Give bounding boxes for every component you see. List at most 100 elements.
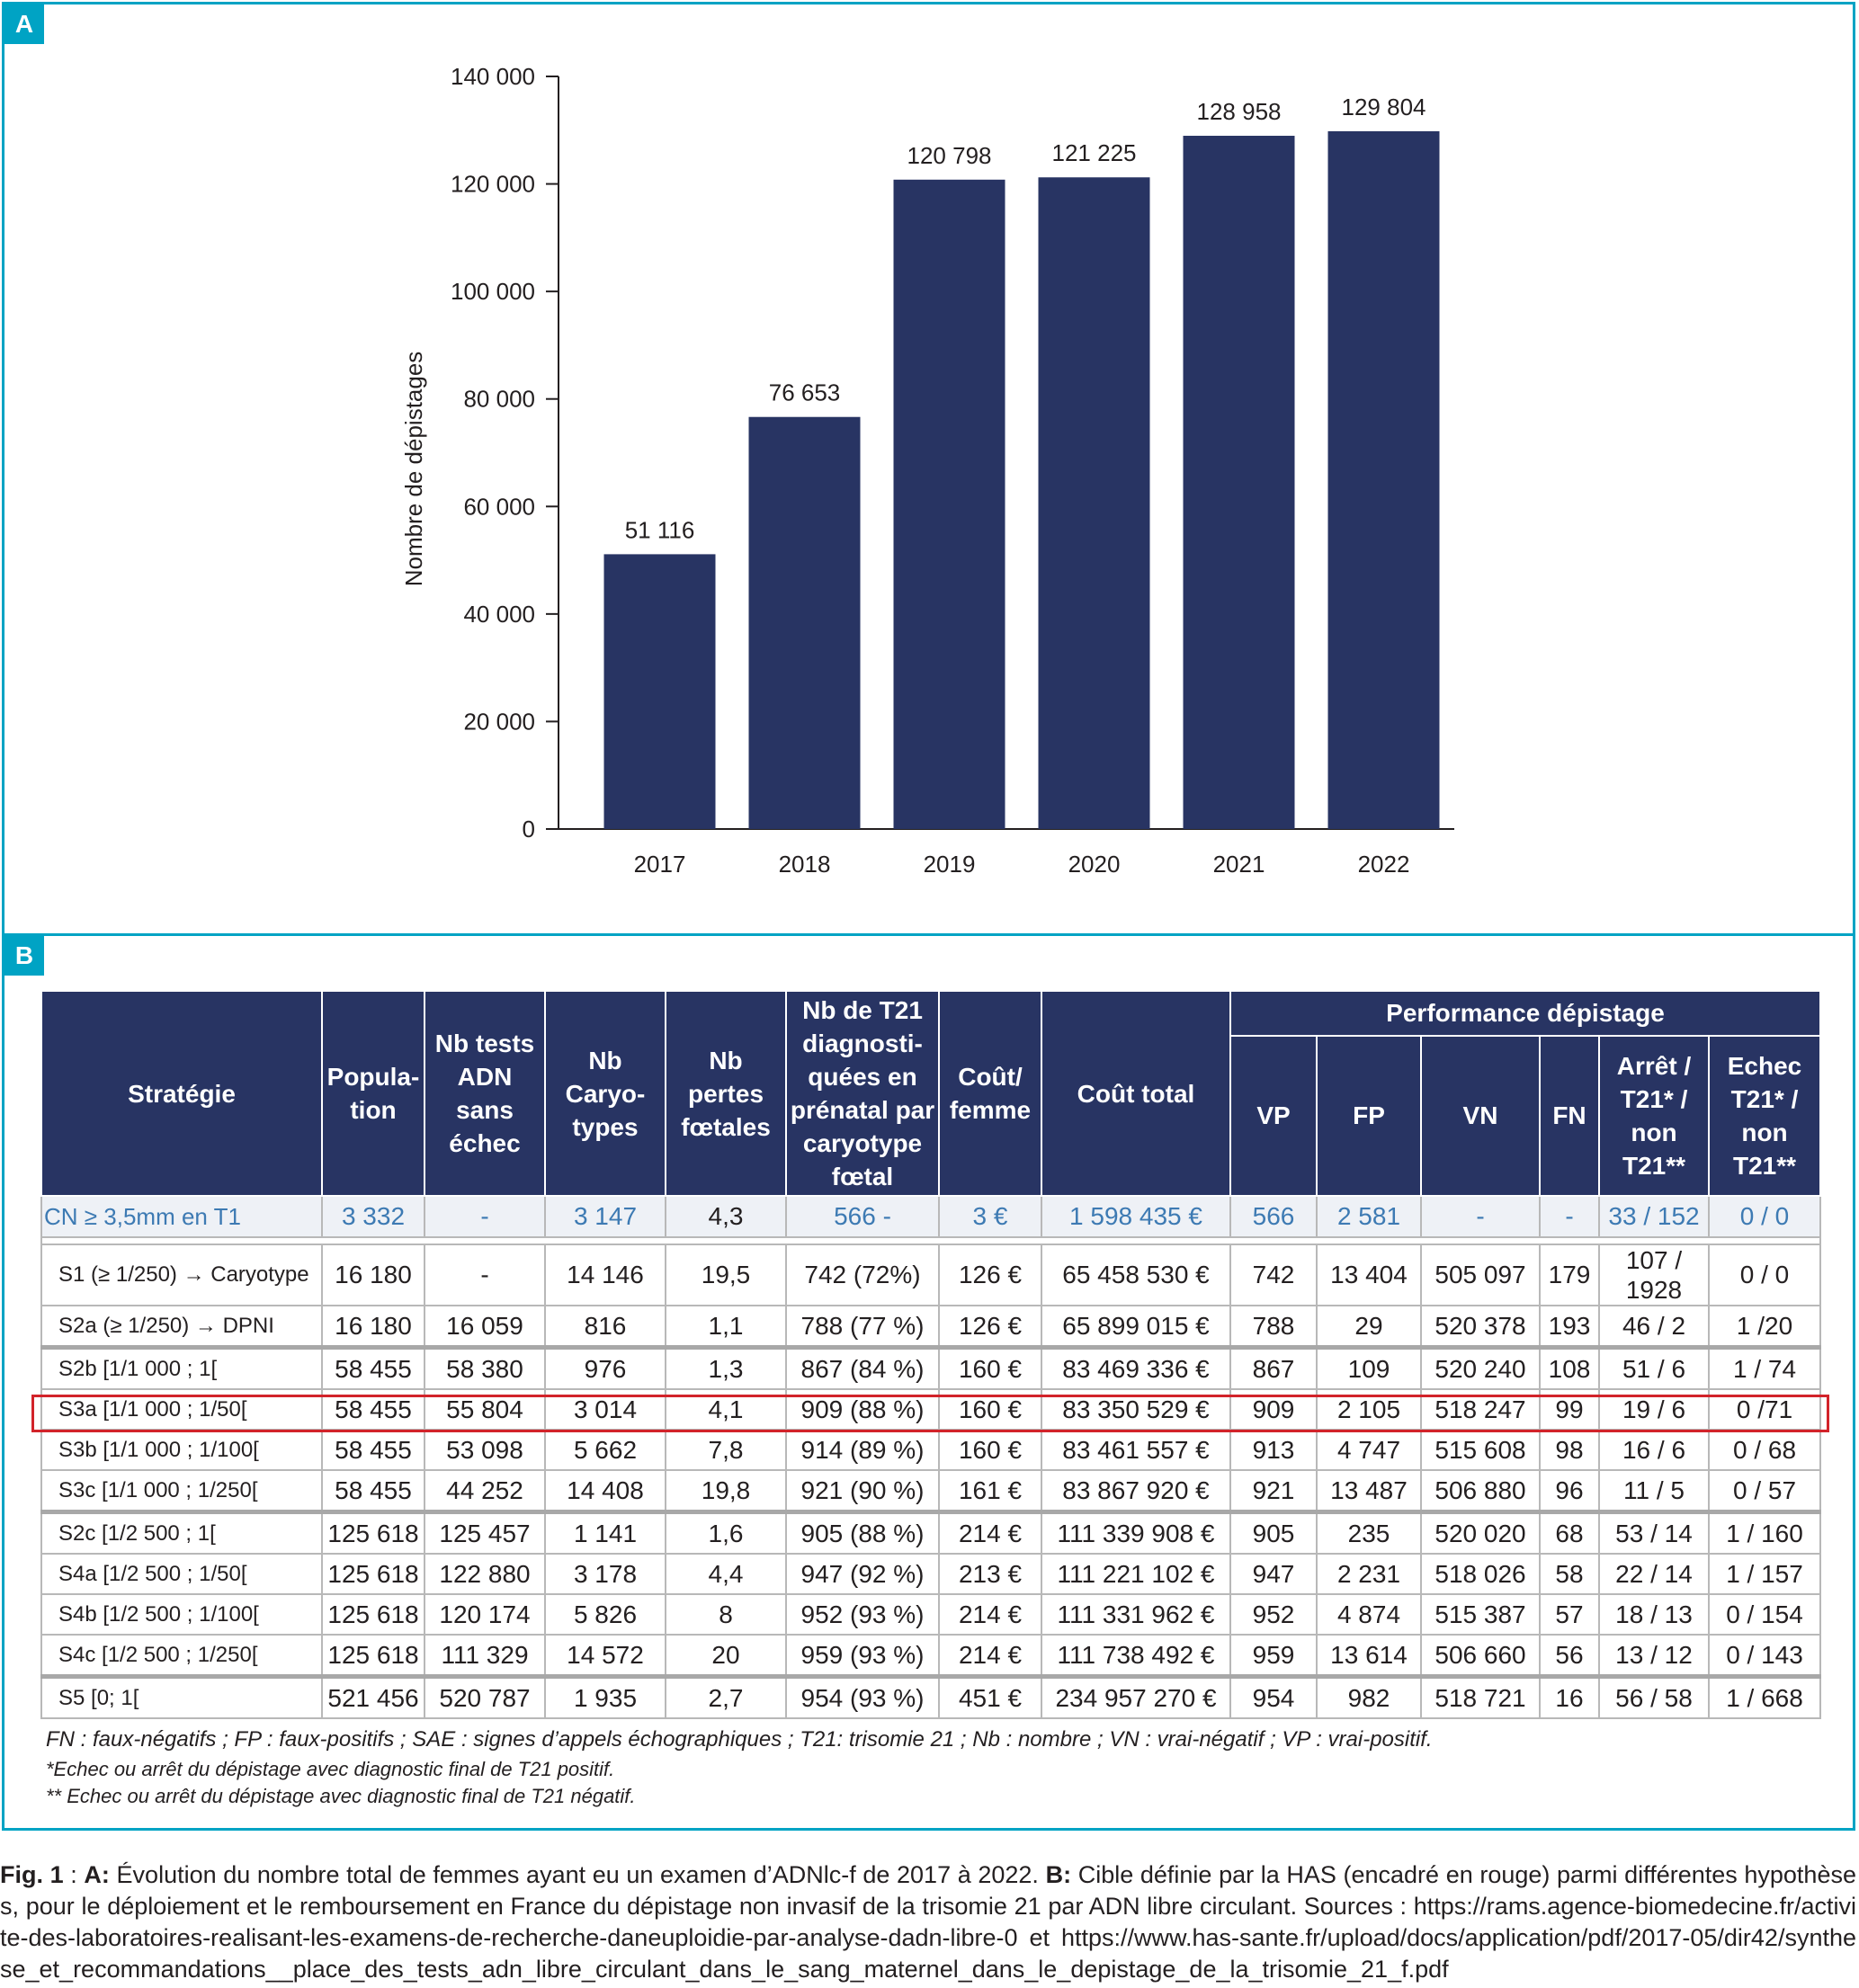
table-cell: - (424, 1195, 546, 1238)
header-nb-pertes: Nb pertes fœtales (665, 990, 787, 1197)
header-fn: FN (1539, 1034, 1600, 1198)
table-cell: 111 221 102 € (1041, 1553, 1231, 1595)
figure-caption: Fig. 1 : A: Évolution du nombre total de… (0, 1861, 1856, 1983)
table-cell: 214 € (938, 1634, 1042, 1678)
table-row: S3c [1/1 000 ; 1/250[58 455 44 252 14 408 1… (40, 1469, 1822, 1513)
header-vp: VP (1229, 1034, 1318, 1198)
table-cell: 98 (1539, 1429, 1600, 1471)
header-echec: Echec T21* / non T21** (1707, 1034, 1822, 1198)
table-cell: S5 [0; 1[ (40, 1674, 323, 1719)
table-cell: S1 (≥ 1/250) → Caryotype (40, 1244, 323, 1306)
table-cell: 4,3 (665, 1195, 787, 1238)
table-cell: 58 (1539, 1553, 1600, 1595)
table-cell: S3b [1/1 000 ; 1/100[ (40, 1429, 323, 1471)
table-cell: 111 329 (424, 1634, 546, 1678)
header-performance: Performance dépistage (1229, 990, 1822, 1037)
table-cell: 193 (1539, 1305, 1600, 1349)
table-row: S1 (≥ 1/250) → Caryotype 16 180-14 146 19,… (40, 1244, 1822, 1306)
table-row: S3a [1/1 000 ; 1/50[58 455 55 804 3 014 4,1… (40, 1388, 1822, 1431)
header-cout-femme: Coût/ femme (938, 990, 1042, 1197)
table-cell: 954 (1229, 1674, 1318, 1719)
table-cell: 160 € (938, 1345, 1042, 1390)
table-cell: 13 / 12 (1598, 1634, 1710, 1678)
table-cell: 33 / 152 (1598, 1195, 1710, 1238)
caption-a-text: Évolution du nombre total de femmes ayan… (116, 1861, 1039, 1888)
panel-a-tag: A (4, 4, 44, 44)
table-cell: 914 (89 %) (785, 1429, 940, 1471)
panel-a: A 0 20 000 40 000 60 000 80 000 100 000 120 00… (2, 2, 1855, 937)
table-cell: 1 / 160 (1707, 1510, 1822, 1555)
bar-value-label: 121 225 (1052, 139, 1137, 166)
table-row: S4a [1/2 500 ; 1/50[125 618 122 880 3 178 4… (40, 1553, 1822, 1595)
table-cell: 0 / 143 (1707, 1634, 1822, 1678)
table-cell: 506 660 (1420, 1634, 1541, 1678)
table-cell: 1,1 (665, 1305, 787, 1349)
table-cell: 506 880 (1420, 1469, 1541, 1513)
table-cell: 161 € (938, 1469, 1042, 1513)
table-cell: 0 /71 (1707, 1388, 1822, 1431)
table-cell: 954 (93 %) (785, 1674, 940, 1719)
y-tick-label: 40 000 (463, 601, 535, 628)
y-tick-label: 140 000 (451, 63, 535, 90)
table-cell: 58 380 (424, 1345, 546, 1390)
table-cell: 53 / 14 (1598, 1510, 1710, 1555)
table-cell: 99 (1539, 1388, 1600, 1431)
table-cell: 909 (88 %) (785, 1388, 940, 1431)
table-cell: 959 (1229, 1634, 1318, 1678)
table-row: S2a (≥ 1/250) → DPNI 16 180 16 059 816 1,1 78… (40, 1305, 1822, 1349)
table-cell: 58 455 (321, 1345, 425, 1390)
table-cell: 51 / 6 (1598, 1345, 1710, 1390)
y-tick-label: 120 000 (451, 171, 535, 198)
x-tick-label: 2020 (1068, 851, 1121, 878)
table-cell: 111 339 908 € (1041, 1510, 1231, 1555)
header-vn: VN (1420, 1034, 1541, 1198)
table-spacer-cell (40, 1236, 1822, 1245)
table-cell: 521 456 (321, 1674, 425, 1719)
bar-chart: 0 20 000 40 000 60 000 80 000 100 000 120 000 1… (400, 63, 1454, 878)
table-cell: 520 020 (1420, 1510, 1541, 1555)
table-cell: S4c [1/2 500 ; 1/250[ (40, 1634, 323, 1678)
table-cell: 126 € (938, 1244, 1042, 1306)
table-cell: 515 387 (1420, 1593, 1541, 1636)
table-cell: S3c [1/1 000 ; 1/250[ (40, 1469, 323, 1513)
y-tick-label: 100 000 (451, 278, 535, 305)
table-cell: 520 240 (1420, 1345, 1541, 1390)
table-cell: 867 (84 %) (785, 1345, 940, 1390)
table-cell: 905 (1229, 1510, 1318, 1555)
table-cell: 0 / 68 (1707, 1429, 1822, 1471)
table-cell: 16 180 (321, 1244, 425, 1306)
caption-fig: Fig. 1 (0, 1861, 64, 1888)
header-arret: Arrêt / T21* / non T21** (1598, 1034, 1710, 1198)
table-cell: 788 (77 %) (785, 1305, 940, 1349)
table-cell: 520 787 (424, 1674, 546, 1719)
table-cell: 0 / 154 (1707, 1593, 1822, 1636)
bar-value-label: 128 958 (1197, 98, 1282, 125)
table-cell: CN ≥ 3,5mm en T1 (40, 1195, 323, 1238)
table-body: CN ≥ 3,5mm en T1 3 332-3 147 4,3 566 -3 €1 … (40, 1195, 1822, 1719)
table-cell: 13 614 (1316, 1634, 1422, 1678)
table-cell: 83 461 557 € (1041, 1429, 1231, 1471)
table-cell: 1 935 (544, 1674, 666, 1719)
table-cell: 3 147 (544, 1195, 666, 1238)
table-cell: 959 (93 %) (785, 1634, 940, 1678)
table-cell: 58 455 (321, 1429, 425, 1471)
table-cell: 947 (92 %) (785, 1553, 940, 1595)
table-cell: 2 581 (1316, 1195, 1422, 1238)
table-cell: 111 738 492 € (1041, 1634, 1231, 1678)
table-cell: - (424, 1244, 546, 1306)
table-cell: 29 (1316, 1305, 1422, 1349)
table-cell: 1 /20 (1707, 1305, 1822, 1349)
table-cell: 13 404 (1316, 1244, 1422, 1306)
table-cell: 53 098 (424, 1429, 546, 1471)
y-tick-label: 60 000 (463, 493, 535, 520)
table-cell: 3 178 (544, 1553, 666, 1595)
bar-2018 (748, 416, 861, 829)
table-cell: 5 826 (544, 1593, 666, 1636)
x-tick-label: 2022 (1358, 851, 1410, 878)
strategy-table: Stratégie Popula- tion Nb tests ADN sans… (40, 990, 1822, 1719)
table-cell: 22 / 14 (1598, 1553, 1710, 1595)
table-cell: 14 146 (544, 1244, 666, 1306)
table-cell: 566 - (785, 1195, 940, 1238)
table-cell: 742 (72%) (785, 1244, 940, 1306)
table-cell: 520 378 (1420, 1305, 1541, 1349)
